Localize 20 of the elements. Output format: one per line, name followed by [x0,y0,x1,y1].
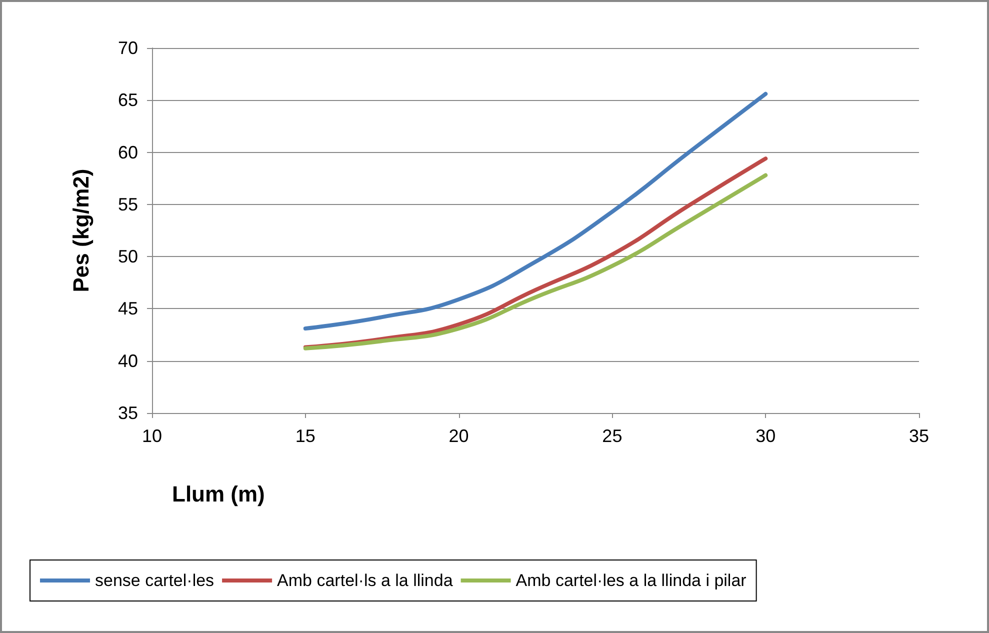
line-series [303,92,768,331]
y-tick-label: 70 [118,38,138,58]
x-axis-title: Llum (m) [172,482,265,506]
y-tick-label: 40 [118,350,138,371]
legend-label: Amb cartel·ls a la llinda [277,571,454,590]
x-tick-label: 25 [602,426,622,446]
y-tick-label: 55 [118,194,138,214]
x-tick-label: 15 [295,426,316,446]
y-tick-label: 50 [118,246,138,267]
x-tick-label: 35 [908,426,930,446]
y-tick-label: 45 [118,298,138,319]
y-tick-label: 60 [118,142,138,162]
legend-label: sense cartel·les [95,571,214,590]
y-axis-title: Pes (kg/m2) [68,168,94,292]
y-tick-label: 65 [118,90,138,110]
legend-label: Amb cartel·les a la llinda i pilar [516,571,747,590]
x-tick-label: 20 [448,426,469,446]
x-tick-label: 10 [142,426,162,446]
y-tick-label: 35 [118,403,138,423]
x-tick-label: 30 [756,426,776,446]
